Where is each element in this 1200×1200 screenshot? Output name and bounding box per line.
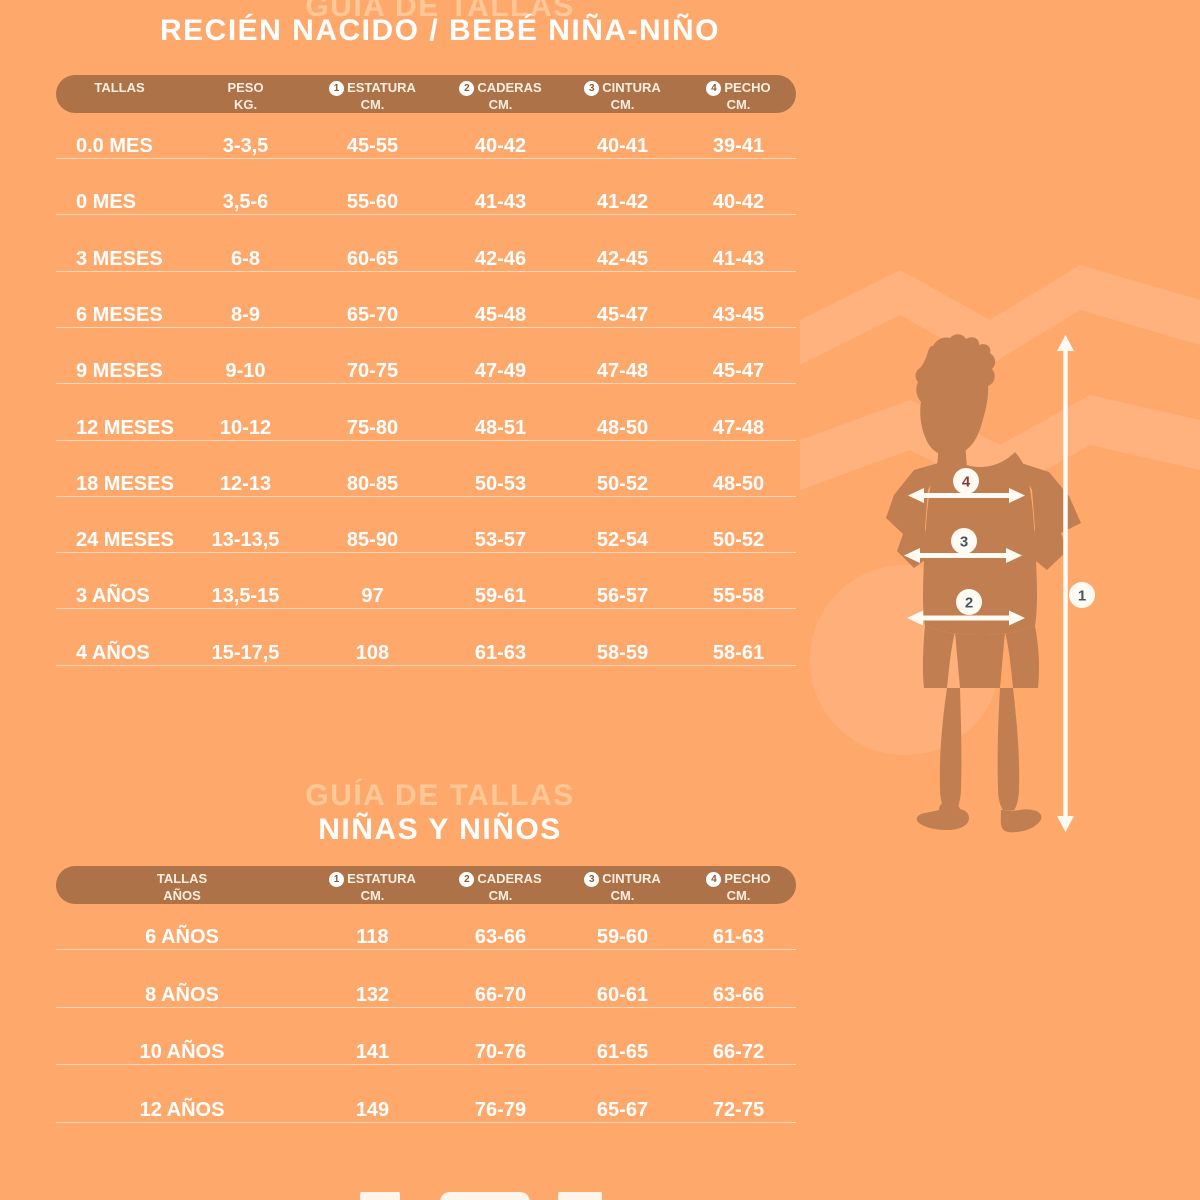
svg-text:1: 1 bbox=[1078, 588, 1086, 605]
svg-text:4: 4 bbox=[962, 474, 971, 491]
svg-text:3: 3 bbox=[960, 534, 968, 551]
svg-text:2: 2 bbox=[965, 595, 973, 612]
